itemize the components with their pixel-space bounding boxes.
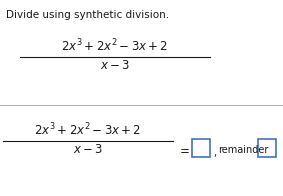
Text: $2x^3+2x^2-3x+2$: $2x^3+2x^2-3x+2$ bbox=[61, 38, 169, 55]
Text: remainder: remainder bbox=[218, 145, 268, 155]
Text: ,: , bbox=[213, 148, 216, 158]
Bar bbox=[258, 139, 276, 157]
Text: $2x^3+2x^2-3x+2$: $2x^3+2x^2-3x+2$ bbox=[34, 122, 142, 139]
Text: $x-3$: $x-3$ bbox=[100, 59, 130, 72]
Bar bbox=[192, 139, 210, 157]
Text: Divide using synthetic division.: Divide using synthetic division. bbox=[6, 10, 169, 20]
Text: $x-3$: $x-3$ bbox=[73, 143, 103, 156]
Text: $=$: $=$ bbox=[177, 143, 189, 156]
